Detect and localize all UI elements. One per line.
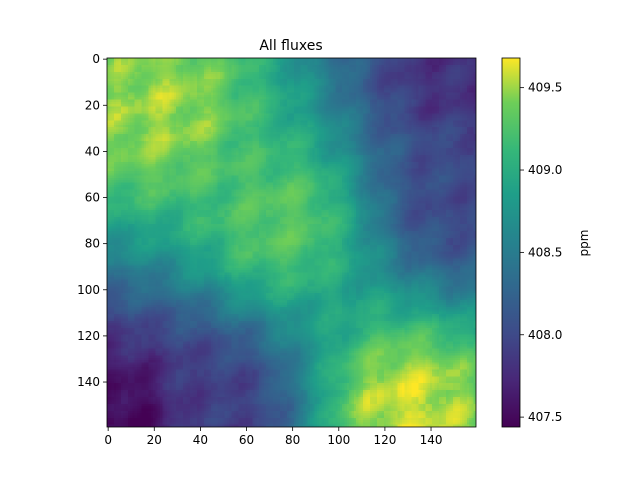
y-tick-label: 140 [77,375,100,389]
x-tick-label: 40 [193,433,208,447]
x-tick-label: 140 [420,433,443,447]
y-tick-label: 80 [85,237,100,251]
plot-frame [106,57,477,428]
x-tick-label: 60 [239,433,254,447]
y-tick-label: 120 [77,329,100,343]
y-axis: 0 20 40 60 80 100 120 140 [77,52,107,389]
heatmap-area [107,58,476,427]
y-tick-label: 60 [85,191,100,205]
colorbar-tick-label: 408.0 [528,328,562,342]
y-tick-label: 100 [77,283,100,297]
colorbar-tick-label: 408.5 [528,245,562,259]
colorbar-tick-label: 409.5 [528,81,562,95]
x-tick-label: 80 [285,433,300,447]
x-tick-label: 100 [327,433,350,447]
y-tick-label: 20 [85,98,100,112]
x-tick-label: 120 [373,433,396,447]
colorbar-tick-label: 407.5 [528,410,562,424]
y-tick-label: 40 [85,144,100,158]
x-axis: 0 20 40 60 80 100 120 140 [104,427,442,447]
colorbar [501,57,521,428]
colorbar-label: ppm [577,230,591,257]
chart-title: All fluxes [259,38,322,54]
x-tick-label: 20 [147,433,162,447]
colorbar-axis: 407.5 408.0 408.5 409.0 409.5 [520,81,562,424]
y-tick-label: 0 [92,52,100,66]
colorbar-tick-label: 409.0 [528,163,562,177]
heatmap-image [107,58,476,427]
x-tick-label: 0 [104,433,112,447]
